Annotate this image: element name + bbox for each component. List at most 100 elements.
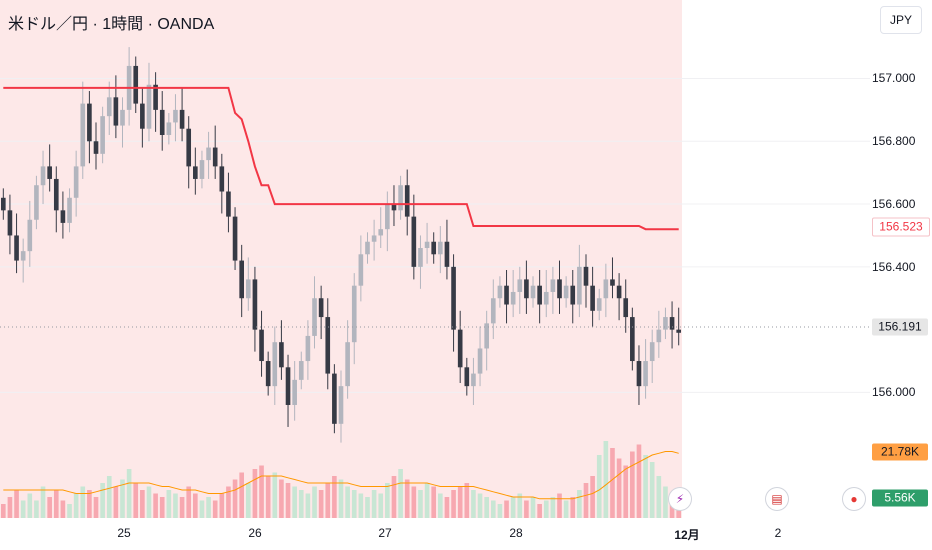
candle-body (173, 109, 178, 123)
volume-bar (47, 497, 52, 518)
volume-bar (497, 504, 503, 518)
candle-body (524, 279, 529, 299)
volume-bar (411, 486, 417, 518)
volume-bar (7, 497, 13, 518)
volume-bar (252, 469, 258, 518)
candle-body (80, 103, 86, 167)
volume-bar (199, 500, 205, 518)
candle-body (318, 298, 324, 318)
y-tick-label: 156.600 (872, 197, 916, 212)
candle-body (60, 210, 66, 223)
volume-bar (245, 483, 251, 518)
chart-title: 米ドル／円 · 1時間 · OANDA (8, 16, 215, 33)
volume-bar (298, 490, 304, 518)
candle-body (603, 279, 609, 299)
volume-bar (193, 493, 198, 518)
currency-button[interactable]: JPY (880, 6, 922, 34)
volume-bar (431, 486, 437, 518)
y-tick-label: 156.800 (872, 134, 916, 149)
candle-body (292, 379, 297, 405)
volume-bar (179, 497, 185, 518)
candle-body (338, 386, 344, 424)
volume-bar (206, 497, 211, 518)
x-tick-label: 12月 (674, 528, 700, 542)
volume-bar (358, 493, 364, 518)
volume-bar (40, 486, 46, 518)
volume-bar (510, 497, 516, 518)
candle-body (438, 241, 443, 255)
volume-bar (616, 458, 622, 518)
candles (0, 47, 682, 443)
candle-body (279, 342, 284, 368)
y-tick-label: 156.000 (872, 385, 916, 400)
volume-bar (663, 486, 668, 518)
volume-bar (385, 483, 390, 518)
volume-bar (477, 493, 483, 518)
volume-bar (517, 493, 523, 518)
candle-body (272, 342, 278, 387)
volume-bar (444, 497, 450, 518)
volume-bar (285, 483, 291, 518)
volume-bar (106, 476, 112, 518)
volume-bar (365, 497, 370, 518)
us-flag-icon[interactable]: ▤ (766, 488, 788, 510)
candle-body (378, 229, 384, 236)
candle-body (464, 367, 470, 387)
volume-bar (451, 490, 456, 518)
candle-body (404, 185, 410, 217)
volume-bar (398, 469, 403, 518)
candle-body (457, 329, 463, 368)
candle-body (219, 166, 225, 192)
volume-bar (610, 448, 615, 518)
volume-bar (14, 490, 19, 518)
volume-bar (438, 493, 443, 518)
volume-bar (338, 479, 344, 518)
candle-body (305, 335, 311, 362)
candle-body (133, 65, 139, 104)
volume-bar (305, 493, 311, 518)
volume-bar (0, 504, 6, 518)
x-tick-label: 28 (509, 526, 523, 540)
candle-body (239, 260, 244, 299)
candle-body (106, 97, 112, 117)
lightning-icon[interactable]: ⚡ (669, 488, 691, 510)
volume-badge: 5.56K (872, 489, 928, 507)
candle-body (212, 147, 218, 167)
candle-body (226, 191, 231, 217)
volume-bar (656, 476, 662, 518)
candle-body (418, 248, 423, 267)
y-tick-label: 156.400 (872, 259, 916, 274)
candle-body (7, 210, 13, 236)
volume-bar (34, 500, 39, 518)
volume-bar (80, 486, 86, 518)
volume-bar (279, 479, 284, 518)
candle-body (537, 285, 542, 305)
volume-bar (332, 476, 337, 518)
candle-body (444, 241, 450, 267)
volume-bar (120, 479, 125, 518)
volume-bar (73, 493, 79, 518)
candle-body (312, 298, 317, 336)
volume-bar (504, 500, 509, 518)
candle-body (530, 285, 536, 299)
volume-bar (543, 500, 549, 518)
candle-body (206, 147, 211, 161)
candle-body (643, 361, 648, 387)
japan-flag-icon[interactable]: ● (843, 488, 865, 510)
volume-bar (404, 479, 410, 518)
volume-bar (126, 469, 132, 518)
candle-body (120, 109, 125, 126)
candle-body (676, 329, 682, 333)
volume-bar (457, 486, 463, 518)
candle-body (93, 141, 99, 154)
volume-bar (146, 486, 152, 518)
candle-body (504, 285, 509, 305)
volume-bar (371, 490, 377, 518)
candle-body (259, 329, 264, 362)
candle-body (113, 97, 119, 126)
volume-bar (272, 472, 278, 518)
volume-bar (577, 490, 582, 518)
candle-body (517, 279, 523, 292)
candle-body (265, 361, 271, 387)
